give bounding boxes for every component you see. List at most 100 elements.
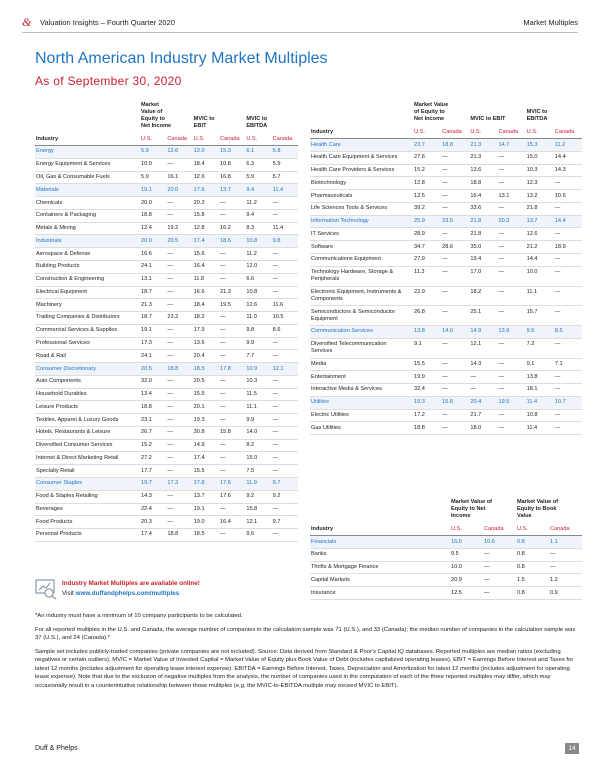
- cell-value: 10.0: [525, 266, 554, 287]
- industry-row: Capital Markets 20.9—1.5 1.2: [310, 573, 583, 588]
- industry-row: Gas Utilities 18.8—18.0—11.4—: [310, 421, 582, 436]
- industry-row: Banks 9.5—0.8—: [310, 548, 583, 562]
- cell-value: 12.6: [192, 171, 219, 185]
- industry-name: Capital Markets: [310, 573, 450, 588]
- industry-name: Semiconductors & Semiconductor Equipment: [310, 305, 413, 327]
- cell-value: —: [441, 383, 470, 397]
- industry-name: Entertainment: [310, 370, 413, 385]
- cell-value: 11.0: [245, 311, 272, 325]
- cell-value: 12.8: [413, 176, 442, 191]
- cell-value: —: [271, 528, 298, 542]
- cell-value: —: [441, 202, 470, 216]
- cell-value: 0.8: [516, 586, 550, 600]
- cell-value: —: [166, 260, 193, 274]
- group-header-spacer: [310, 100, 413, 126]
- industry-name: Professional Services: [35, 337, 140, 351]
- industry-name: Biotechnology: [310, 176, 413, 191]
- industry-name: Specialty Retail: [35, 464, 140, 478]
- promo-link[interactable]: www.duffandphelps.com/multiples: [75, 590, 180, 597]
- cell-value: 11.8: [192, 273, 219, 287]
- cell-value: 10.7: [553, 396, 582, 410]
- cell-value: —: [271, 337, 298, 351]
- cell-value: —: [219, 273, 246, 287]
- industry-name: Life Sciences Tools & Services: [310, 202, 413, 216]
- industry-name: Construction & Engineering: [35, 273, 140, 287]
- group-header: MVIC to EBIT: [193, 116, 215, 130]
- industry-row: Oil, Gas & Consumable Fuels 5.9 16.1 12.6 16…: [35, 171, 298, 185]
- industry-row: Professional Services 17.3—13.6—9.9—: [35, 337, 298, 351]
- industry-row: Interactive Media & Services 32.4— — —18.1—: [310, 383, 582, 397]
- cell-value: 16.4: [192, 260, 219, 274]
- sector-row: Information Technology 25.9 23.5 21.8 20.3 13…: [310, 215, 582, 229]
- cell-value: —: [219, 503, 246, 517]
- industry-name: Textiles, Apparel & Luxury Goods: [35, 413, 140, 427]
- industry-name: Consumer Staples: [35, 477, 140, 491]
- industry-row: Technology Hardware, Storage & Periphera…: [310, 266, 582, 287]
- cell-value: 18.6: [219, 234, 246, 249]
- cell-value: 20.3: [140, 515, 167, 530]
- cell-value: 17.4: [192, 234, 219, 249]
- cell-value: 27.9: [413, 253, 442, 267]
- cell-value: 19.1: [192, 503, 219, 517]
- cell-value: —: [219, 528, 246, 542]
- column-header: Canada: [553, 126, 582, 140]
- cell-value: 17.7: [140, 464, 167, 478]
- column-header: Canada: [483, 523, 517, 537]
- cell-value: 1.5: [516, 573, 550, 588]
- cell-value: 12.1: [469, 338, 498, 359]
- sector-row: Industrials 20.0 20.5 17.4 18.6 10.8 9.8: [35, 234, 298, 249]
- industry-row: Household Durables 13.4—15.5—11.5—: [35, 388, 298, 402]
- cell-value: 39.2: [413, 202, 442, 216]
- industry-name: Communications Equipment: [310, 253, 413, 267]
- industry-row: Machinery 21.3—18.4 19.5 12.6 11.6: [35, 298, 298, 313]
- cell-value: 17.4: [192, 451, 219, 466]
- sector-row: Energy 5.9 12.6 13.0 15.3 6.1 5.8: [35, 145, 298, 159]
- cell-value: —: [271, 247, 298, 261]
- industry-name: Technology Hardware, Storage & Periphera…: [310, 266, 413, 287]
- promo-icon: [35, 578, 57, 600]
- industry-row: Construction & Engineering 13.1—11.8—6.6—: [35, 273, 298, 287]
- cell-value: —: [271, 439, 298, 453]
- industry-name: Personal Products: [35, 528, 140, 542]
- cell-value: 20.0: [140, 234, 167, 249]
- cell-value: 15.8: [219, 426, 246, 440]
- cell-value: 18.2: [192, 311, 219, 325]
- footnotes: *An industry must have a minimum of 10 c…: [35, 612, 582, 696]
- cell-value: —: [219, 375, 246, 389]
- cell-value: 11.5: [245, 388, 272, 402]
- column-header: U.S.: [140, 133, 167, 147]
- industry-name: Diversified Telecommunication Services: [310, 338, 413, 359]
- industry-name: Food Products: [35, 515, 140, 530]
- column-header: U.S.: [469, 126, 498, 140]
- cell-value: 13.8: [525, 370, 554, 385]
- cell-value: —: [166, 158, 193, 172]
- cell-value: 11.4: [271, 183, 298, 198]
- cell-value: 12.1: [245, 515, 272, 530]
- industry-name: Insurance: [310, 586, 450, 600]
- industry-row: Diversified Consumer Services 15.2—14.9—8…: [35, 439, 298, 453]
- cell-value: 15.2: [140, 439, 167, 453]
- industry-row: Building Products 24.1—16.4—12.0—: [35, 260, 298, 274]
- financials-table: Market Value of Equity to Net Income Mark…: [310, 497, 583, 600]
- industry-name: Information Technology: [310, 215, 413, 229]
- cell-value: 12.1: [271, 362, 298, 376]
- cell-value: 21.8: [469, 227, 498, 242]
- cell-value: 9.1: [525, 358, 554, 372]
- cell-value: 10.8: [245, 286, 272, 300]
- cell-value: 14.0: [441, 325, 470, 339]
- cell-value: 16.1: [166, 171, 193, 185]
- cell-value: —: [441, 409, 470, 423]
- cell-value: 15.6: [192, 247, 219, 261]
- cell-value: —: [166, 298, 193, 313]
- industry-name: Auto Components: [35, 375, 140, 389]
- cell-value: —: [219, 196, 246, 210]
- cell-value: 9.8: [245, 324, 272, 338]
- cell-value: 14.3: [553, 164, 582, 178]
- brand-mark: &: [22, 15, 32, 29]
- cell-value: —: [553, 383, 582, 397]
- cell-value: 5.9: [140, 171, 167, 185]
- industry-name: Thrifts & Mortgage Finance: [310, 561, 450, 575]
- cell-value: 6.1: [245, 145, 272, 159]
- cell-value: —: [271, 464, 298, 478]
- cell-value: 14.4: [553, 151, 582, 165]
